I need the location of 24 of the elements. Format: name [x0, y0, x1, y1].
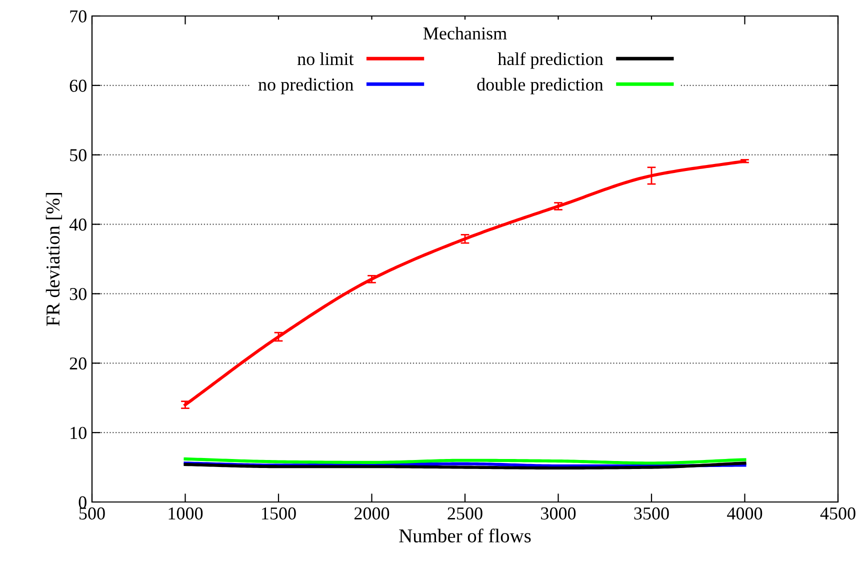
legend-label: no prediction: [258, 78, 354, 94]
y-tick-label: 0: [78, 496, 86, 508]
x-tick-label: 1500: [262, 507, 296, 520]
legend-label: double prediction: [477, 78, 604, 94]
x-tick-label: 3000: [541, 507, 576, 520]
x-tick-label: 3500: [634, 507, 669, 520]
y-tick-label: 70: [70, 10, 86, 22]
x-tick-label: 1000: [168, 507, 203, 520]
x-axis-title: Number of flows: [399, 528, 531, 542]
y-tick-label: 10: [70, 426, 86, 440]
y-tick-label: 40: [69, 218, 86, 231]
y-axis-title: FR deviation [%]: [46, 192, 62, 326]
y-tick-label: 60: [70, 80, 86, 92]
legend-title: Mechanism: [423, 26, 507, 40]
y-tick-label: 20: [70, 357, 86, 370]
legend-label: no limit: [298, 52, 354, 66]
x-tick-label: 4500: [820, 507, 856, 520]
legend-label: half prediction: [498, 52, 604, 69]
y-tick-label: 50: [70, 149, 86, 162]
x-tick-label: 2000: [354, 507, 390, 520]
x-tick-label: 500: [80, 507, 105, 520]
y-tick-label: 30: [70, 288, 86, 300]
x-tick-label: 4000: [727, 507, 762, 520]
x-tick-label: 2500: [448, 507, 482, 520]
